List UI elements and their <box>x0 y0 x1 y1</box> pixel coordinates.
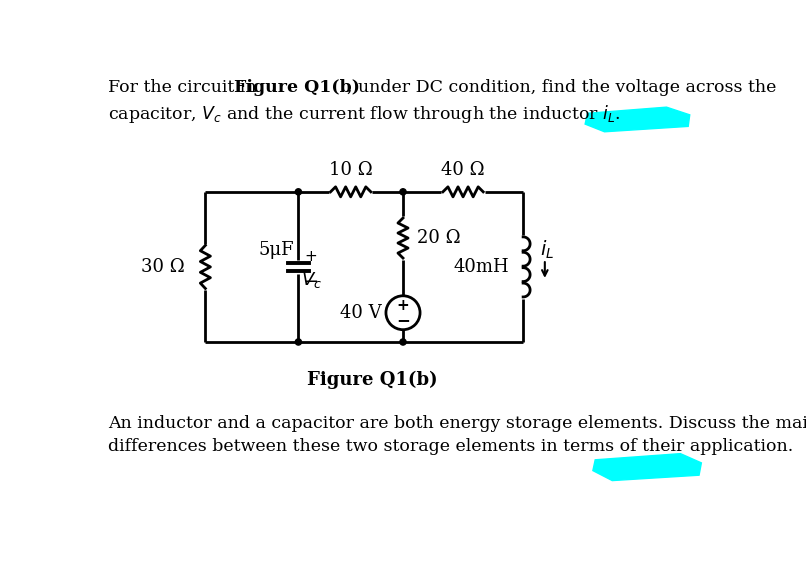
Text: 30 Ω: 30 Ω <box>142 258 185 276</box>
Polygon shape <box>593 454 701 480</box>
Text: +: + <box>305 249 318 264</box>
Text: Figure Q1(b): Figure Q1(b) <box>307 371 438 389</box>
Text: capacitor, $V_c$ and the current flow through the inductor $i_L$.: capacitor, $V_c$ and the current flow th… <box>109 102 621 125</box>
Text: 10 Ω: 10 Ω <box>329 161 372 179</box>
Text: Figure Q1(b): Figure Q1(b) <box>234 80 360 97</box>
Circle shape <box>400 339 406 345</box>
Text: 40mH: 40mH <box>454 258 509 276</box>
Circle shape <box>400 189 406 195</box>
Text: differences between these two storage elements in terms of their application.: differences between these two storage el… <box>109 438 794 455</box>
Text: 20 Ω: 20 Ω <box>417 229 460 247</box>
Text: 5μF: 5μF <box>258 241 293 259</box>
Text: −: − <box>396 311 410 329</box>
Text: $i_L$: $i_L$ <box>540 239 555 261</box>
Text: +: + <box>397 298 409 313</box>
Text: An inductor and a capacitor are both energy storage elements. Discuss the main: An inductor and a capacitor are both ene… <box>109 415 806 432</box>
Circle shape <box>295 339 301 345</box>
Text: 40 V: 40 V <box>339 304 381 321</box>
Circle shape <box>295 189 301 195</box>
Text: −: − <box>303 273 318 291</box>
Text: 40 Ω: 40 Ω <box>441 161 485 179</box>
Polygon shape <box>585 107 690 132</box>
Text: $V_c$: $V_c$ <box>301 270 322 290</box>
Text: , under DC condition, find the voltage across the: , under DC condition, find the voltage a… <box>347 80 776 97</box>
Text: For the circuit in: For the circuit in <box>109 80 263 97</box>
